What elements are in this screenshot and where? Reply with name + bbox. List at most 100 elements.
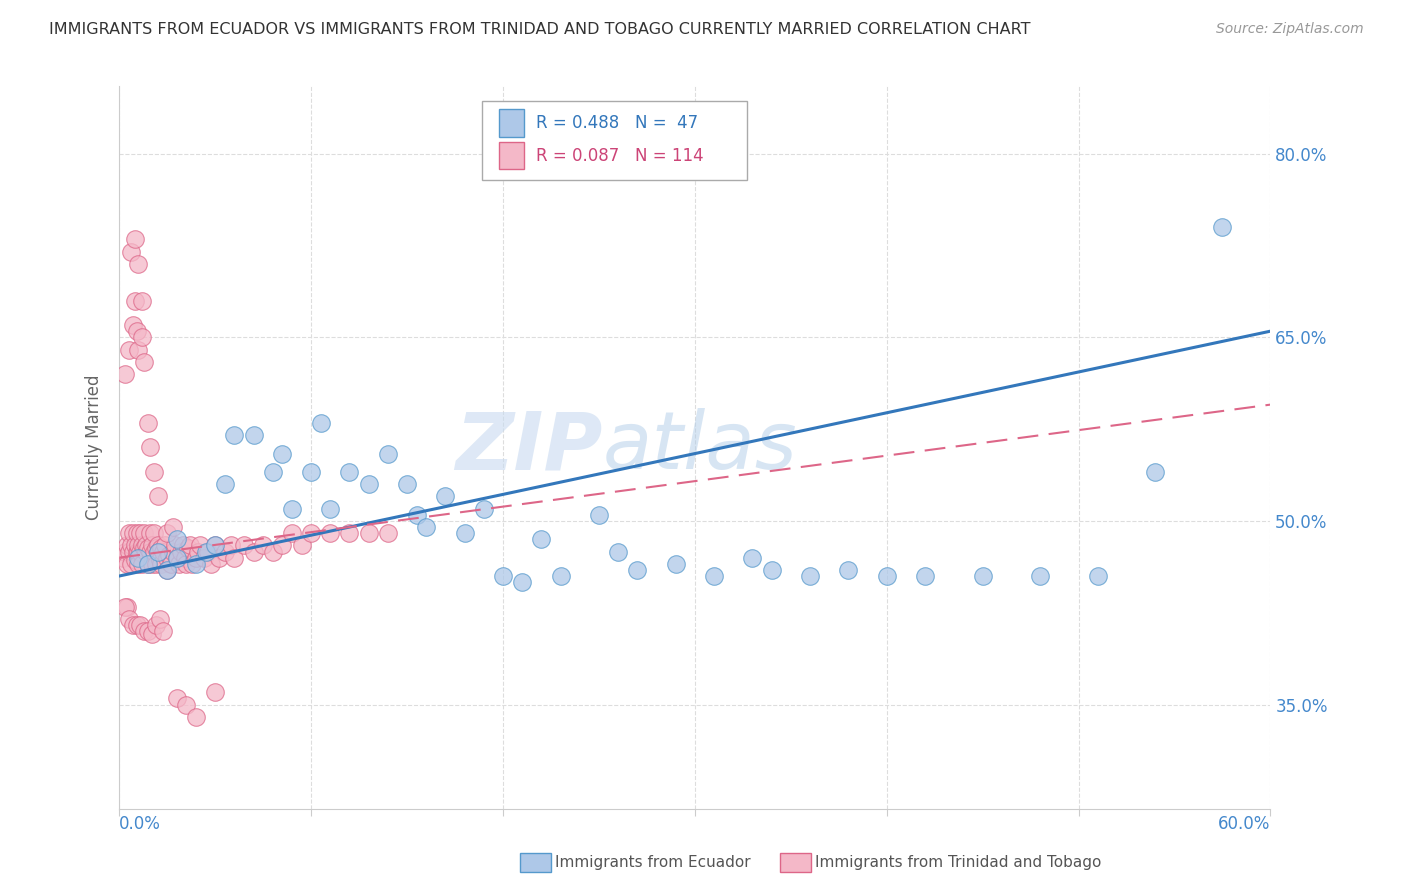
Point	[184, 557, 207, 571]
Point	[299, 526, 322, 541]
Point	[125, 544, 148, 558]
Point	[405, 508, 427, 522]
Point	[129, 544, 152, 558]
Point	[166, 550, 188, 565]
Point	[127, 550, 149, 565]
Point	[125, 526, 148, 541]
Point	[177, 541, 200, 555]
Point	[118, 526, 141, 541]
Point	[242, 428, 264, 442]
Point	[224, 428, 246, 442]
Point	[142, 526, 165, 541]
Point	[141, 538, 163, 552]
Point	[172, 538, 194, 552]
Point	[194, 544, 217, 558]
Point	[703, 569, 725, 583]
Point	[799, 569, 821, 583]
Point	[214, 544, 236, 558]
Point	[607, 544, 630, 558]
Text: R = 0.087   N = 114: R = 0.087 N = 114	[536, 146, 703, 165]
Point	[204, 538, 226, 552]
Point	[1029, 569, 1052, 583]
Bar	[499, 142, 524, 169]
Point	[120, 244, 142, 259]
Point	[665, 557, 688, 571]
Point	[136, 557, 159, 571]
Point	[141, 557, 163, 571]
Point	[173, 550, 195, 565]
Point	[127, 544, 149, 558]
Point	[120, 557, 142, 571]
Point	[339, 526, 361, 541]
Point	[972, 569, 994, 583]
Point	[197, 544, 219, 558]
Point	[136, 416, 159, 430]
Point	[150, 541, 173, 555]
Point	[114, 367, 136, 381]
Point	[281, 501, 304, 516]
Point	[162, 544, 184, 558]
Text: 0.0%: 0.0%	[120, 814, 162, 833]
Point	[242, 544, 264, 558]
Point	[131, 538, 153, 552]
Text: 60.0%: 60.0%	[1218, 814, 1271, 833]
Point	[281, 526, 304, 541]
Point	[121, 618, 143, 632]
Point	[357, 477, 380, 491]
Point	[204, 685, 226, 699]
Point	[157, 548, 180, 562]
Point	[188, 538, 211, 552]
Text: ZIP: ZIP	[456, 409, 603, 486]
Point	[136, 541, 159, 555]
Point	[135, 538, 157, 552]
Point	[142, 465, 165, 479]
Point	[142, 544, 165, 558]
Point	[146, 544, 169, 558]
Text: IMMIGRANTS FROM ECUADOR VS IMMIGRANTS FROM TRINIDAD AND TOBAGO CURRENTLY MARRIED: IMMIGRANTS FROM ECUADOR VS IMMIGRANTS FR…	[49, 22, 1031, 37]
Point	[176, 698, 198, 712]
Text: Immigrants from Ecuador: Immigrants from Ecuador	[555, 855, 751, 870]
Point	[124, 293, 146, 308]
Point	[152, 624, 174, 638]
Point	[299, 465, 322, 479]
Point	[588, 508, 610, 522]
Point	[125, 324, 148, 338]
Point	[146, 490, 169, 504]
Text: Immigrants from Trinidad and Tobago: Immigrants from Trinidad and Tobago	[815, 855, 1102, 870]
Point	[152, 544, 174, 558]
Point	[453, 526, 475, 541]
Point	[124, 538, 146, 552]
Point	[134, 541, 156, 555]
Point	[141, 626, 163, 640]
Point	[741, 550, 763, 565]
Point	[252, 538, 274, 552]
Point	[148, 553, 170, 567]
Point	[127, 257, 149, 271]
Point	[145, 541, 167, 555]
Point	[472, 501, 495, 516]
Point	[166, 550, 188, 565]
Point	[156, 526, 179, 541]
Point	[626, 563, 648, 577]
Point	[118, 343, 141, 357]
Point	[124, 232, 146, 246]
Point	[179, 538, 201, 552]
Point	[115, 599, 138, 614]
Point	[163, 538, 186, 552]
Point	[1144, 465, 1167, 479]
Point	[131, 557, 153, 571]
Point	[339, 465, 361, 479]
Point	[181, 557, 204, 571]
Point	[146, 538, 169, 552]
Point	[530, 533, 553, 547]
Point	[262, 465, 284, 479]
Point	[377, 526, 399, 541]
Point	[139, 544, 162, 558]
Point	[156, 563, 179, 577]
Point	[914, 569, 936, 583]
Point	[155, 538, 177, 552]
Point	[114, 599, 136, 614]
Point	[136, 557, 159, 571]
Point	[184, 550, 207, 565]
Point	[127, 343, 149, 357]
